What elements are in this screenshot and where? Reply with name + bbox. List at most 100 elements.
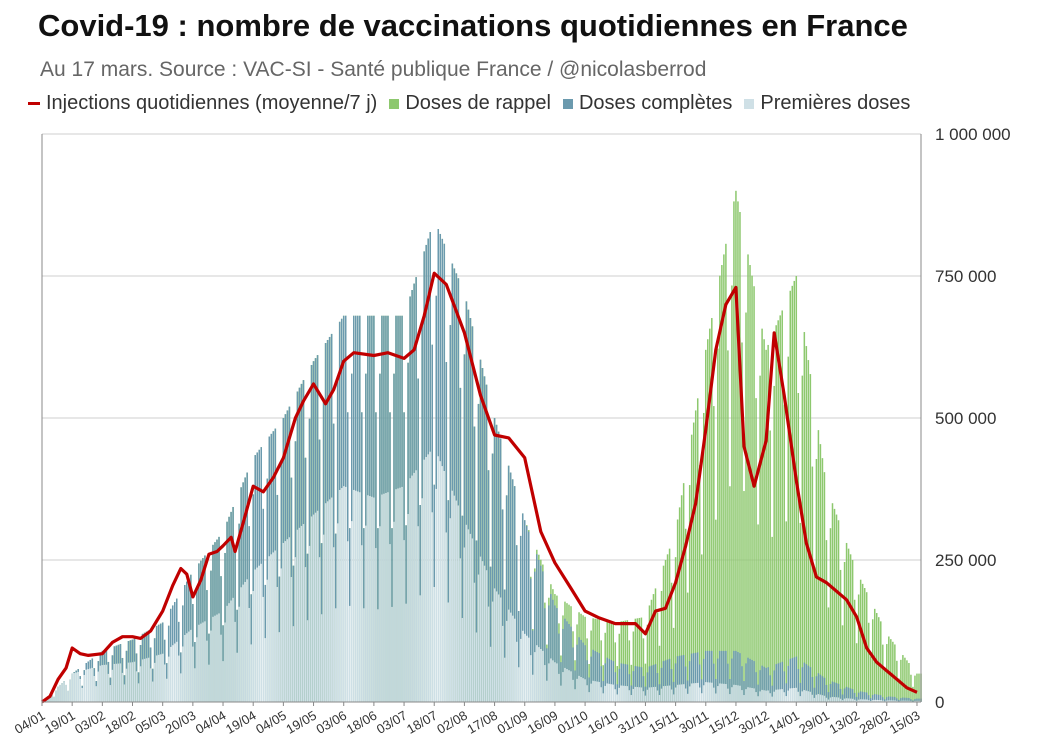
bar-premieres-264 (572, 679, 574, 702)
bar-completes-240 (523, 520, 526, 702)
bar-completes-226 (495, 424, 498, 702)
bar-premieres-39 (119, 663, 122, 702)
bar-completes-402 (849, 688, 852, 702)
bar-premieres-307 (658, 695, 661, 702)
bar-premieres-76 (194, 668, 196, 702)
bar-premieres-382 (809, 691, 812, 702)
bar-premieres-302 (648, 687, 651, 702)
bar-premieres-21 (83, 674, 85, 702)
bar-rappel-384 (813, 567, 816, 702)
bar-premieres-262 (568, 670, 570, 702)
bar-rappel-306 (656, 612, 659, 702)
bar-premieres-169 (381, 494, 383, 702)
bar-rappel-317 (678, 507, 681, 702)
bar-premieres-89 (220, 634, 222, 702)
bar-premieres-128 (298, 527, 301, 702)
bar-rappel-372 (789, 290, 792, 702)
bar-rappel-304 (652, 594, 655, 702)
bar-premieres-197 (437, 456, 440, 702)
bar-completes-340 (725, 650, 727, 702)
bar-premieres-257 (558, 673, 560, 702)
bar-completes-262 (568, 623, 570, 702)
bar-completes-287 (618, 668, 621, 702)
bar-rappel-322 (688, 485, 691, 702)
bar-premieres-354 (753, 688, 755, 702)
bar-premieres-224 (491, 601, 494, 702)
bar-completes-322 (688, 661, 691, 702)
bar-premieres-129 (300, 525, 303, 702)
bar-completes-333 (711, 650, 713, 702)
bar-rappel-336 (717, 348, 719, 702)
bar-rappel-377 (799, 522, 802, 702)
bar-rappel-378 (801, 375, 804, 702)
bar-completes-429 (904, 697, 906, 702)
bar-premieres-120 (282, 542, 285, 702)
bar-premieres-227 (497, 594, 500, 702)
bar-premieres-271 (586, 685, 588, 702)
bar-completes-354 (753, 661, 755, 702)
bar-completes-392 (829, 683, 832, 702)
bar-premieres-312 (668, 685, 671, 702)
bar-rappel-403 (851, 560, 854, 702)
bar-completes-296 (636, 666, 639, 702)
bar-rappel-359 (763, 339, 765, 702)
bar-rappel-424 (894, 644, 896, 702)
bar-premieres-261 (566, 669, 568, 702)
bar-completes-201 (445, 362, 448, 702)
bar-rappel-393 (831, 503, 834, 702)
bar-completes-405 (855, 696, 858, 702)
bar-rappel-324 (692, 422, 695, 702)
bar-rappel-425 (896, 660, 898, 702)
bar-rappel-335 (715, 519, 717, 702)
bar-premieres-36 (113, 663, 116, 702)
bar-premieres-113 (268, 556, 271, 702)
bar-rappel-412 (869, 656, 872, 702)
bar-completes-268 (580, 639, 582, 702)
x-tick-label-28: 28/02 (857, 708, 893, 737)
bar-completes-230 (503, 589, 506, 702)
bar-completes-256 (556, 608, 558, 702)
bar-premieres-298 (640, 687, 643, 702)
bar-premieres-345 (735, 684, 737, 702)
bar-premieres-213 (469, 533, 472, 702)
bar-premieres-92 (226, 605, 228, 702)
bar-premieres-377 (799, 696, 802, 702)
bar-rappel-337 (719, 275, 721, 702)
bar-premieres-136 (314, 512, 317, 702)
bar-premieres-303 (650, 687, 653, 702)
bar-rappel-435 (916, 673, 918, 702)
bar-completes-203 (449, 325, 452, 702)
bar-premieres-355 (755, 692, 757, 702)
bar-premieres-105 (252, 590, 254, 702)
y-tick-label-2: 500 000 (935, 409, 996, 428)
bar-completes-293 (630, 685, 633, 702)
bar-premieres-212 (467, 529, 470, 702)
bar-rappel-305 (654, 588, 657, 702)
bar-premieres-79 (200, 623, 202, 702)
bar-premieres-320 (684, 688, 687, 702)
bar-premieres-127 (296, 529, 299, 702)
bar-completes-422 (890, 696, 892, 702)
x-tick-label-19: 16/10 (585, 708, 621, 737)
bar-rappel-405 (855, 643, 858, 702)
bar-rappel-396 (837, 520, 840, 702)
bar-completes-336 (717, 658, 719, 702)
bar-completes-217 (477, 403, 480, 702)
bar-rappel-349 (743, 491, 745, 702)
bar-premieres-23 (87, 669, 90, 702)
bar-completes-346 (737, 652, 739, 702)
bar-premieres-5 (51, 694, 53, 702)
y-tick-label-3: 750 000 (935, 267, 996, 286)
bar-premieres-424 (894, 700, 896, 702)
bar-rappel-434 (914, 675, 916, 702)
bar-premieres-141 (324, 503, 327, 702)
bar-premieres-348 (741, 690, 743, 702)
bar-completes-436 (918, 698, 920, 702)
bar-completes-347 (739, 653, 741, 702)
bar-rappel-363 (771, 536, 773, 702)
bar-completes-208 (459, 387, 462, 702)
bar-premieres-352 (749, 687, 751, 702)
bar-rappel-328 (701, 554, 703, 702)
bar-completes-330 (705, 650, 707, 702)
bar-premieres-375 (795, 687, 798, 702)
